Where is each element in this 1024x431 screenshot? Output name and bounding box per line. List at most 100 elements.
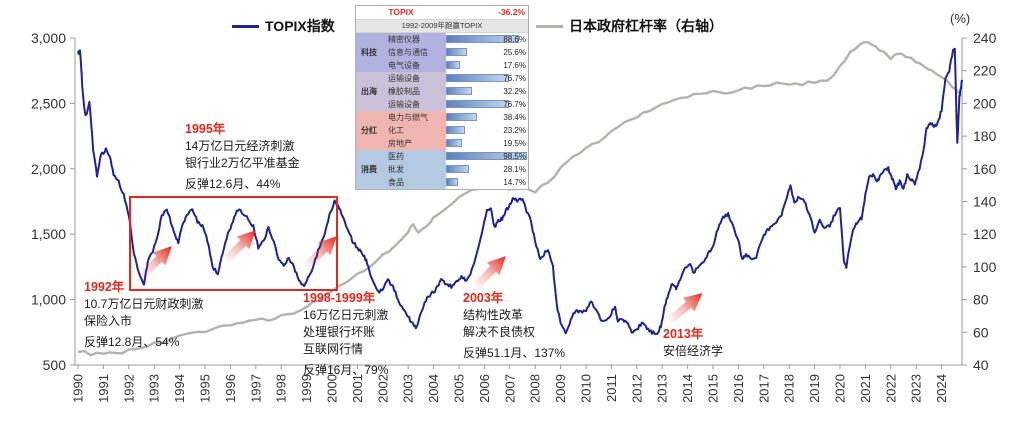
leverage-line (77, 41, 962, 357)
svg-text:2,500: 2,500 (31, 95, 66, 111)
sector-group-label: 分红 (356, 111, 382, 150)
svg-text:240: 240 (973, 30, 997, 46)
event-annotation: 2003年 结构性改革 解决不良债权 反弹51.1月、137% (463, 290, 565, 362)
svg-text:1999: 1999 (299, 374, 314, 403)
sector-name: 电力与燃气 (382, 111, 446, 124)
sector-value: 28.1% (503, 165, 526, 174)
sector-value: 76.7% (503, 74, 526, 83)
event-annotation-year: 1995年 (185, 122, 226, 136)
svg-text:160: 160 (973, 161, 997, 177)
highlight-box (129, 196, 338, 291)
rebound-arrow (302, 236, 337, 271)
topix-line-swatch (232, 24, 259, 28)
svg-text:2001: 2001 (350, 374, 365, 403)
sector-table-topix-return: -36.2% (498, 7, 525, 17)
sector-value: 17.6% (503, 61, 526, 70)
svg-text:2014: 2014 (680, 374, 695, 403)
sector-value: 19.5% (503, 139, 526, 148)
event-annotation: 1998-1999年 16万亿日元刺激 处理银行坏账 互联网行情 反弹16月、79% (303, 290, 388, 379)
sector-bar (446, 61, 461, 69)
svg-text:220: 220 (973, 63, 997, 79)
svg-text:2018: 2018 (782, 374, 797, 403)
svg-text:1,000: 1,000 (31, 292, 66, 308)
svg-text:2003: 2003 (401, 374, 416, 403)
sector-bar-cell: 98.5% (446, 150, 528, 163)
sector-table-header: TOPIX -36.2% (356, 6, 528, 20)
svg-text:2006: 2006 (477, 374, 492, 403)
svg-text:180: 180 (973, 128, 997, 144)
event-annotation-line: 结构性改革 (463, 308, 524, 322)
svg-text:1990: 1990 (71, 374, 86, 403)
sector-bar (446, 152, 527, 160)
event-annotation-rebound: 反弹12.6月、44% (185, 177, 281, 191)
leverage-line-swatch (536, 24, 563, 28)
sector-table-body: 科技 精密仪器 88.6% 信息与通信 25.6% 电气设备 17.6% 出海 运输设备 76.7… (356, 33, 528, 189)
svg-text:1998: 1998 (274, 374, 289, 403)
sector-bar-cell: 38.4% (446, 111, 528, 124)
svg-text:2017: 2017 (756, 374, 771, 403)
event-annotation-rebound: 反弹16月、79% (303, 363, 389, 377)
svg-text:1992: 1992 (121, 374, 136, 403)
sector-bar (446, 100, 509, 108)
sector-bar-cell: 23.2% (446, 124, 528, 137)
svg-text:2011: 2011 (604, 374, 619, 402)
svg-text:1994: 1994 (172, 374, 187, 403)
event-annotation-line: 解决不良债权 (463, 325, 536, 339)
svg-text:2016: 2016 (731, 374, 746, 403)
svg-text:2024: 2024 (934, 374, 949, 403)
svg-text:80: 80 (973, 292, 989, 308)
svg-text:1997: 1997 (248, 374, 263, 403)
sector-bar (446, 165, 470, 173)
sector-bar-cell: 76.7% (446, 72, 528, 85)
svg-text:200: 200 (973, 95, 997, 111)
event-annotation-line: 保险入市 (84, 314, 133, 328)
sector-bar-cell: 88.6% (446, 33, 528, 46)
svg-text:2005: 2005 (452, 374, 467, 403)
event-annotation-year: 1998-1999年 (303, 291, 376, 305)
sector-bar-cell: 28.1% (446, 163, 528, 176)
sector-name: 信息与通信 (382, 46, 446, 59)
svg-text:1995: 1995 (198, 374, 213, 403)
sector-value: 23.2% (503, 126, 526, 135)
svg-text:2010: 2010 (579, 374, 594, 403)
sector-table-subheader: 1992-2009年跑赢TOPIX (356, 20, 528, 33)
svg-text:120: 120 (973, 226, 997, 242)
svg-text:2000: 2000 (325, 374, 340, 403)
event-annotation-rebound: 反弹51.1月、137% (463, 346, 566, 360)
svg-text:1991: 1991 (96, 374, 111, 403)
sector-value: 38.4% (503, 113, 526, 122)
svg-text:2004: 2004 (426, 374, 441, 403)
sector-name: 电气设备 (382, 59, 446, 72)
sector-bar-cell: 25.6% (446, 46, 528, 59)
event-annotation-year: 1992年 (84, 280, 125, 294)
svg-text:40: 40 (973, 357, 989, 373)
right-axis-unit: (%) (950, 11, 971, 26)
sector-bar-cell: 14.7% (446, 176, 528, 189)
svg-text:2007: 2007 (502, 374, 517, 403)
sector-group-label: 科技 (356, 33, 382, 72)
sector-bar-cell: 17.6% (446, 59, 528, 72)
rebound-arrow (221, 230, 256, 265)
sector-value: 25.6% (503, 48, 526, 57)
legend-label-topix: TOPIX指数 (265, 18, 335, 34)
sector-name: 精密仪器 (382, 33, 446, 46)
sector-name: 医药 (382, 150, 446, 163)
sector-bar (446, 35, 519, 43)
sector-name: 房地产 (382, 137, 446, 150)
rebound-arrow (665, 293, 703, 326)
svg-text:60: 60 (973, 324, 989, 340)
svg-text:3,000: 3,000 (31, 30, 66, 46)
legend-item-topix: TOPIX指数 (232, 16, 335, 36)
svg-text:2015: 2015 (706, 374, 721, 403)
svg-text:2023: 2023 (909, 374, 924, 403)
sector-name: 运输设备 (382, 72, 446, 85)
sector-table: TOPIX -36.2% 1992-2009年跑赢TOPIX 科技 精密仪器 88.… (355, 5, 529, 190)
sector-name: 运输设备 (382, 98, 446, 111)
event-annotation-line: 10.7万亿日元财政刺激 (84, 297, 204, 311)
svg-text:2008: 2008 (528, 374, 543, 403)
sector-bar (446, 87, 473, 95)
x-axis-year-labels: 1990 1991 1992 1993 1994 1995 1996 1997 1998 1999… (71, 374, 950, 403)
event-annotation: 2013年 安倍经济学 (663, 326, 723, 360)
sector-bar (446, 139, 462, 147)
